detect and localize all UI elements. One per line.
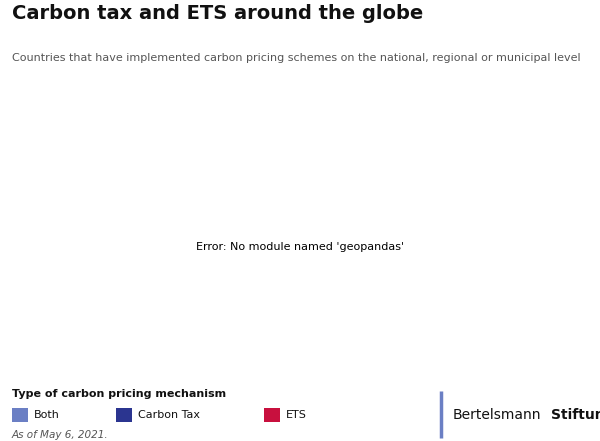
FancyBboxPatch shape <box>116 407 132 422</box>
FancyBboxPatch shape <box>12 407 28 422</box>
Text: Carbon Tax: Carbon Tax <box>137 410 200 420</box>
Text: Both: Both <box>34 410 60 420</box>
Text: As of May 6, 2021.: As of May 6, 2021. <box>12 430 109 440</box>
Text: Bertelsmann: Bertelsmann <box>452 407 541 422</box>
Text: Carbon tax and ETS around the globe: Carbon tax and ETS around the globe <box>12 4 423 23</box>
Text: Error: No module named 'geopandas': Error: No module named 'geopandas' <box>196 242 404 252</box>
Text: Countries that have implemented carbon pricing schemes on the national, regional: Countries that have implemented carbon p… <box>12 53 581 63</box>
FancyBboxPatch shape <box>264 407 280 422</box>
Text: ETS: ETS <box>286 410 307 420</box>
Text: Type of carbon pricing mechanism: Type of carbon pricing mechanism <box>12 389 226 399</box>
Text: Stiftung: Stiftung <box>551 407 600 422</box>
